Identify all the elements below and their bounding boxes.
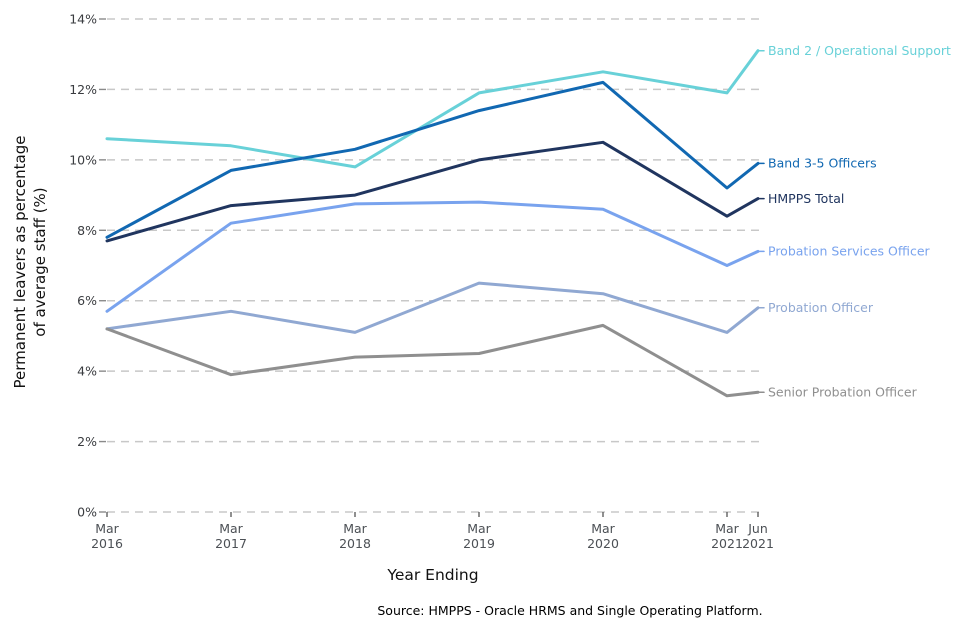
x-tick-label-mar-2021: Mar bbox=[715, 521, 739, 536]
series-line-probation-services-officer bbox=[105, 200, 760, 313]
x-tick-label-year-mar-2016: 2016 bbox=[91, 536, 123, 551]
series-label-probation-services-officer: Probation Services Officer bbox=[768, 244, 931, 259]
x-tick-label-year-mar-2020: 2020 bbox=[587, 536, 619, 551]
y-tick-label-6pct: 6% bbox=[77, 293, 97, 308]
x-tick-label-year-mar-2017: 2017 bbox=[215, 536, 247, 551]
source-note: Source: HMPPS - Oracle HRMS and Single O… bbox=[377, 603, 763, 618]
y-axis-title: Permanent leavers as percentage of avera… bbox=[11, 112, 51, 412]
series-label-probation-officer: Probation Officer bbox=[768, 300, 874, 315]
y-tick-label-12pct: 12% bbox=[69, 82, 97, 97]
x-tick-label-mar-2020: Mar bbox=[591, 521, 615, 536]
series-label-hmpps-total: HMPPS Total bbox=[768, 191, 844, 206]
x-tick-label-mar-2016: Mar bbox=[95, 521, 119, 536]
y-tick-label-14pct: 14% bbox=[69, 12, 97, 27]
x-axis-title: Year Ending bbox=[387, 566, 479, 584]
y-tick-label-2pct: 2% bbox=[77, 434, 97, 449]
series-line-band-2-operational-support bbox=[105, 49, 760, 169]
x-tick-label-year-mar-2019: 2019 bbox=[463, 536, 495, 551]
x-tick-label-mar-2019: Mar bbox=[467, 521, 491, 536]
x-tick-label-mar-2018: Mar bbox=[343, 521, 367, 536]
series-label-senior-probation-officer: Senior Probation Officer bbox=[768, 384, 918, 399]
y-tick-label-4pct: 4% bbox=[77, 364, 97, 379]
series-line-hmpps-total bbox=[105, 140, 760, 243]
series-label-band-3-5-officers: Band 3-5 Officers bbox=[768, 156, 877, 171]
x-tick-label-year-jun-2021: 2021 bbox=[742, 536, 774, 551]
y-tick-label-0pct: 0% bbox=[77, 505, 97, 520]
x-tick-label-mar-2017: Mar bbox=[219, 521, 243, 536]
x-tick-label-jun-2021: Jun bbox=[747, 521, 768, 536]
x-tick-label-year-mar-2021: 2021 bbox=[711, 536, 743, 551]
series-label-band-2-operational-support: Band 2 / Operational Support bbox=[768, 43, 951, 58]
series-line-probation-officer bbox=[105, 281, 760, 334]
y-axis-title-line2: of average staff (%) bbox=[31, 187, 49, 337]
series-line-senior-probation-officer bbox=[105, 323, 760, 398]
x-tick-label-year-mar-2018: 2018 bbox=[339, 536, 371, 551]
y-tick-label-10pct: 10% bbox=[69, 152, 97, 167]
y-axis-title-line1: Permanent leavers as percentage bbox=[11, 135, 30, 389]
y-tick-label-8pct: 8% bbox=[77, 223, 97, 238]
series-line-band-3-5-officers bbox=[105, 80, 760, 239]
